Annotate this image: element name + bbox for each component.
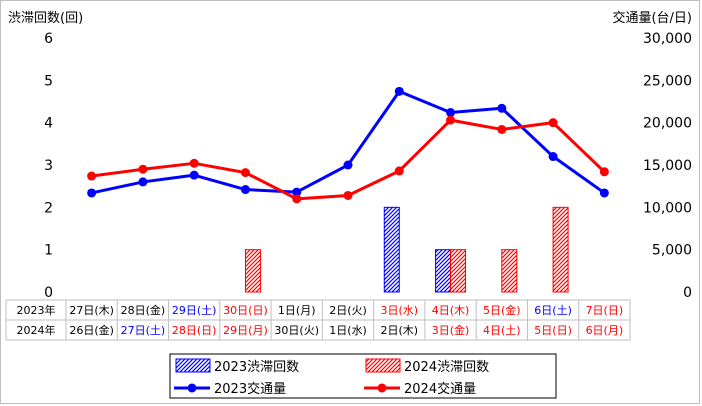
bar-2023渋滞回数 bbox=[435, 249, 452, 293]
table-date-cell: 2日(木) bbox=[380, 324, 418, 337]
right-tick-label: 0 bbox=[683, 285, 692, 301]
point-2023交通量 bbox=[497, 103, 507, 113]
table-date-cell: 6日(月) bbox=[586, 324, 624, 337]
point-2023交通量 bbox=[292, 187, 302, 197]
table-date-cell: 5日(金) bbox=[483, 303, 521, 317]
bar-2024渋滞回数 bbox=[244, 249, 261, 293]
table-year-label: 2023年 bbox=[17, 303, 56, 317]
right-tick-label: 15,000 bbox=[643, 158, 692, 174]
table-date-cell: 4日(木) bbox=[432, 304, 470, 317]
table-date-cell: 3日(水) bbox=[380, 304, 418, 317]
bar-2024渋滞回数 bbox=[450, 249, 467, 293]
point-2024交通量 bbox=[548, 118, 558, 128]
point-2024交通量 bbox=[497, 124, 507, 134]
legend-swatch bbox=[175, 358, 211, 373]
table-date-cell: 1日(水) bbox=[329, 324, 367, 337]
table-date-cell: 26日(金) bbox=[69, 323, 114, 337]
table-year-label: 2024年 bbox=[17, 323, 56, 337]
point-2023交通量 bbox=[446, 108, 456, 118]
left-axis-title: 渋滞回数(回) bbox=[8, 11, 83, 26]
table-date-cell: 5日(日) bbox=[534, 324, 572, 337]
point-2023交通量 bbox=[599, 188, 609, 198]
point-2023交通量 bbox=[138, 177, 148, 187]
table-date-cell: 30日(火) bbox=[274, 324, 319, 337]
legend-marker bbox=[377, 383, 387, 393]
left-tick-label: 6 bbox=[44, 31, 53, 47]
table-date-cell: 30日(日) bbox=[223, 304, 268, 317]
point-2024交通量 bbox=[240, 168, 250, 178]
table-date-cell: 3日(金) bbox=[432, 323, 470, 337]
legend-label: 2023交通量 bbox=[214, 381, 286, 397]
table-date-cell: 6日(土) bbox=[534, 304, 572, 317]
legend-label: 2023渋滞回数 bbox=[214, 360, 299, 375]
right-tick-label: 25,000 bbox=[643, 73, 692, 89]
point-2024交通量 bbox=[343, 190, 353, 200]
point-2024交通量 bbox=[394, 166, 404, 176]
table-date-cell: 29日(月) bbox=[223, 324, 268, 337]
bar-2024渋滞回数 bbox=[552, 206, 569, 293]
table-date-cell: 1日(月) bbox=[278, 304, 316, 317]
table-date-cell: 28日(日) bbox=[172, 324, 217, 337]
right-tick-label: 10,000 bbox=[643, 200, 692, 216]
point-2023交通量 bbox=[548, 152, 558, 162]
legend-label: 2024渋滞回数 bbox=[404, 360, 489, 375]
table-date-cell: 4日(土) bbox=[483, 324, 521, 337]
right-tick-label: 20,000 bbox=[643, 116, 692, 132]
point-2023交通量 bbox=[394, 86, 404, 96]
left-tick-label: 0 bbox=[44, 285, 53, 301]
bar-2023渋滞回数 bbox=[383, 206, 400, 293]
table-date-cell: 7日(日) bbox=[586, 304, 624, 317]
point-2023交通量 bbox=[87, 188, 97, 198]
left-tick-label: 4 bbox=[44, 116, 53, 132]
table-date-cell: 27日(土) bbox=[121, 324, 166, 337]
point-2023交通量 bbox=[189, 170, 199, 180]
point-2024交通量 bbox=[189, 158, 199, 168]
point-2024交通量 bbox=[599, 167, 609, 177]
left-tick-label: 1 bbox=[44, 243, 53, 259]
right-tick-label: 5,000 bbox=[652, 243, 692, 259]
right-axis-title: 交通量(台/日) bbox=[612, 10, 692, 26]
legend-marker bbox=[187, 383, 197, 393]
left-tick-label: 2 bbox=[44, 200, 53, 216]
point-2024交通量 bbox=[446, 115, 456, 125]
table-date-cell: 27日(木) bbox=[69, 304, 114, 317]
legend-box bbox=[169, 353, 557, 399]
point-2024交通量 bbox=[138, 164, 148, 174]
legend-swatch bbox=[365, 358, 401, 373]
point-2023交通量 bbox=[240, 185, 250, 195]
bar-2024渋滞回数 bbox=[501, 249, 518, 293]
right-tick-label: 30,000 bbox=[643, 31, 692, 47]
left-tick-label: 5 bbox=[44, 73, 53, 89]
line-2023交通量 bbox=[91, 89, 606, 195]
point-2023交通量 bbox=[343, 160, 353, 170]
legend-label: 2024交通量 bbox=[404, 381, 476, 397]
point-2024交通量 bbox=[87, 171, 97, 181]
left-tick-label: 3 bbox=[44, 158, 53, 174]
table-date-cell: 28日(金) bbox=[121, 303, 166, 317]
table-date-cell: 29日(土) bbox=[172, 304, 217, 317]
point-2024交通量 bbox=[292, 194, 302, 204]
table-date-cell: 2日(火) bbox=[329, 304, 367, 317]
